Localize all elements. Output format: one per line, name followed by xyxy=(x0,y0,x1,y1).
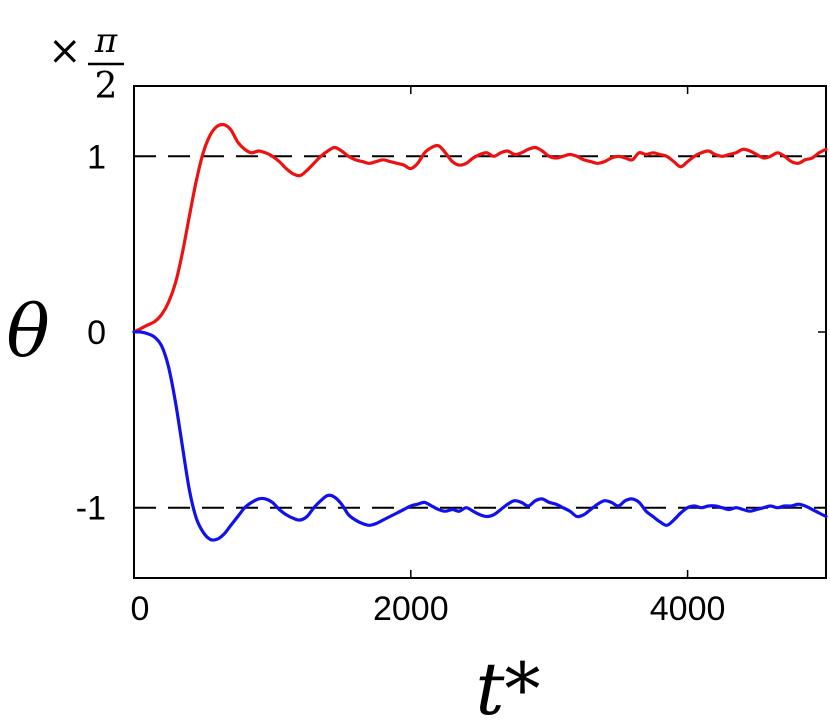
y-scale-factor-denominator: 2 xyxy=(95,66,118,107)
y-scale-factor-numerator: π xyxy=(94,21,118,61)
plot-frame xyxy=(133,85,827,579)
y-tick-label: -1 xyxy=(76,490,106,528)
reference-lines xyxy=(134,155,826,509)
x-tick-label: 0 xyxy=(131,590,150,628)
y-axis-label: θ xyxy=(6,289,49,373)
y-scale-factor: × π 2 xyxy=(48,21,124,107)
x-axis-label: t* xyxy=(476,647,541,726)
series-line-1 xyxy=(132,122,828,334)
tick-labels: 0 2000 4000 -1 0 1 xyxy=(76,138,726,628)
y-tick-label: 1 xyxy=(87,138,106,176)
series-line-2 xyxy=(132,330,828,542)
y-tick-label: 0 xyxy=(87,314,106,352)
series-layer xyxy=(132,122,828,542)
y-scale-factor-times: × xyxy=(48,28,82,74)
axis-ticks xyxy=(133,86,826,578)
x-tick-label: 2000 xyxy=(373,590,449,628)
x-tick-label: 4000 xyxy=(650,590,726,628)
